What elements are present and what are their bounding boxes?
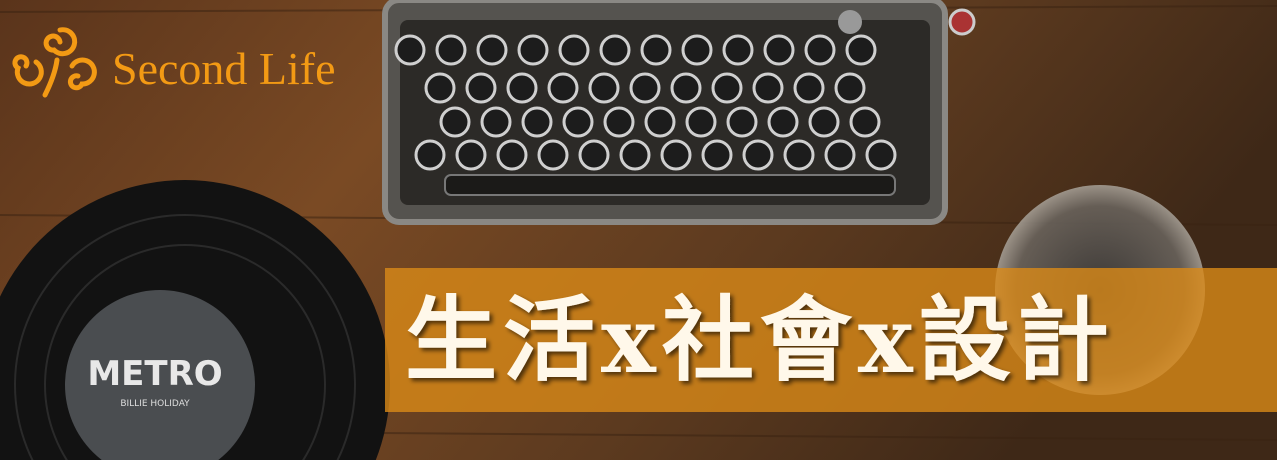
typewriter-key	[685, 106, 717, 138]
logo: Second Life	[12, 27, 336, 98]
typewriter-key	[480, 106, 512, 138]
record-label: METRO	[87, 354, 222, 394]
typewriter-key	[521, 106, 553, 138]
typewriter-key	[701, 139, 733, 171]
typewriter	[382, 0, 976, 225]
typewriter-key	[562, 106, 594, 138]
typewriter-key	[767, 106, 799, 138]
headline: 生活x社會x設計	[405, 286, 1115, 394]
typewriter-key	[394, 34, 426, 66]
typewriter-key	[558, 34, 590, 66]
typewriter-key	[752, 72, 784, 104]
typewriter-key	[670, 72, 702, 104]
typewriter-key	[496, 139, 528, 171]
typewriter-key	[506, 72, 538, 104]
logo-icon	[12, 27, 97, 98]
typewriter-key	[629, 72, 661, 104]
typewriter-key	[834, 72, 866, 104]
typewriter-key	[640, 34, 672, 66]
typewriter-key	[808, 106, 840, 138]
typewriter-key	[424, 72, 456, 104]
typewriter-key	[783, 139, 815, 171]
typewriter-key	[465, 72, 497, 104]
typewriter-key	[824, 139, 856, 171]
typewriter-key	[793, 72, 825, 104]
typewriter-key	[599, 34, 631, 66]
logo-text: Second Life	[112, 43, 336, 94]
typewriter-key	[588, 72, 620, 104]
typewriter-key	[455, 139, 487, 171]
typewriter-key	[435, 34, 467, 66]
typewriter-key	[742, 139, 774, 171]
typewriter-key	[804, 34, 836, 66]
typewriter-key	[681, 34, 713, 66]
typewriter-key	[547, 72, 579, 104]
typewriter-key	[845, 34, 877, 66]
typewriter-key	[619, 139, 651, 171]
typewriter-key	[644, 106, 676, 138]
typewriter-key	[578, 139, 610, 171]
typewriter-key	[439, 106, 471, 138]
typewriter-key	[414, 139, 446, 171]
typewriter-key	[660, 139, 692, 171]
typewriter-key	[763, 34, 795, 66]
typewriter-key	[476, 34, 508, 66]
typewriter-key	[865, 139, 897, 171]
typewriter-key	[726, 106, 758, 138]
vinyl-record: METRO BILLIE HOLIDAY	[0, 180, 390, 460]
typewriter-key	[849, 106, 881, 138]
typewriter-key	[603, 106, 635, 138]
typewriter-key	[711, 72, 743, 104]
typewriter-key	[722, 34, 754, 66]
headline-band	[385, 268, 1277, 412]
record-artist: BILLIE HOLIDAY	[120, 399, 190, 409]
typewriter-key	[537, 139, 569, 171]
typewriter-key	[517, 34, 549, 66]
